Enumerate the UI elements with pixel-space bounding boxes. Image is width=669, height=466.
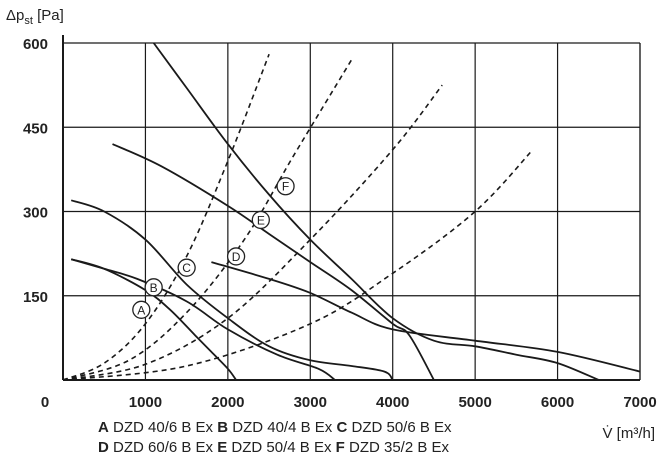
curve-label-circle-f [276, 177, 295, 196]
curve-label-d: D [232, 250, 241, 264]
curve-label-e: E [257, 213, 265, 227]
system-curve-2 [62, 59, 353, 381]
x-tick-label-7000: 7000 [623, 394, 656, 411]
legend-text-c: DZD 50/6 B Ex [351, 419, 452, 436]
curve-label-a: A [137, 303, 145, 317]
curve-label-circle-b [144, 278, 163, 297]
x-tick-label-3000: 3000 [294, 394, 327, 411]
x-tick-label-6000: 6000 [541, 394, 574, 411]
legend-letter-a: A [98, 419, 109, 436]
y-tick-label-300: 300 [23, 205, 48, 222]
x-tick-label-2000: 2000 [211, 394, 244, 411]
legend-letter-d: D [98, 439, 109, 456]
x-axis-label: V̇ [m³/h] [602, 425, 655, 442]
curve-label-circle-a [132, 300, 151, 319]
x-tick-label-0: 0 [41, 394, 49, 411]
curve-label-circle-d [226, 247, 246, 266]
legend-text-e: DZD 50/4 B Ex [231, 439, 332, 456]
fan-curve-d [211, 261, 641, 373]
legend-row-1: A DZD 40/6 B Ex B DZD 40/4 B Ex C DZD 50… [98, 419, 669, 436]
y-tick-label-600: 600 [23, 36, 48, 53]
legend-text-f: DZD 35/2 B Ex [348, 439, 450, 456]
curve-label-b: B [150, 281, 158, 295]
curve-label-c: C [182, 261, 191, 275]
y-axis-label: Δpst [Pa] [6, 7, 64, 27]
x-tick-label-4000: 4000 [376, 394, 409, 411]
system-curve-3 [62, 84, 443, 381]
fan-curve-c [70, 199, 394, 381]
legend-row-2: D DZD 60/6 B Ex E DZD 50/4 B Ex F DZD 35… [98, 439, 669, 456]
curve-label-circle-e [251, 210, 270, 230]
legend-letter-c: C [336, 419, 348, 436]
legend-text-d: DZD 60/6 B Ex [113, 439, 214, 456]
fan-curve-b [70, 258, 336, 381]
x-tick-label-5000: 5000 [458, 394, 491, 411]
legend-letter-e: E [217, 439, 228, 456]
x-tick-label-1000: 1000 [129, 394, 162, 411]
fan-curve-f [152, 42, 600, 381]
legend-letter-b: B [217, 419, 229, 436]
fan-curve-e [112, 143, 435, 381]
curve-label-circle-c [177, 258, 196, 277]
y-tick-label-150: 150 [23, 289, 48, 306]
legend-letter-f: F [335, 439, 345, 456]
legend-text-a: DZD 40/6 B Ex [113, 419, 214, 436]
y-tick-label-450: 450 [23, 120, 48, 137]
curve-label-f: F [282, 180, 289, 194]
legend-text-b: DZD 40/4 B Ex [232, 419, 333, 436]
